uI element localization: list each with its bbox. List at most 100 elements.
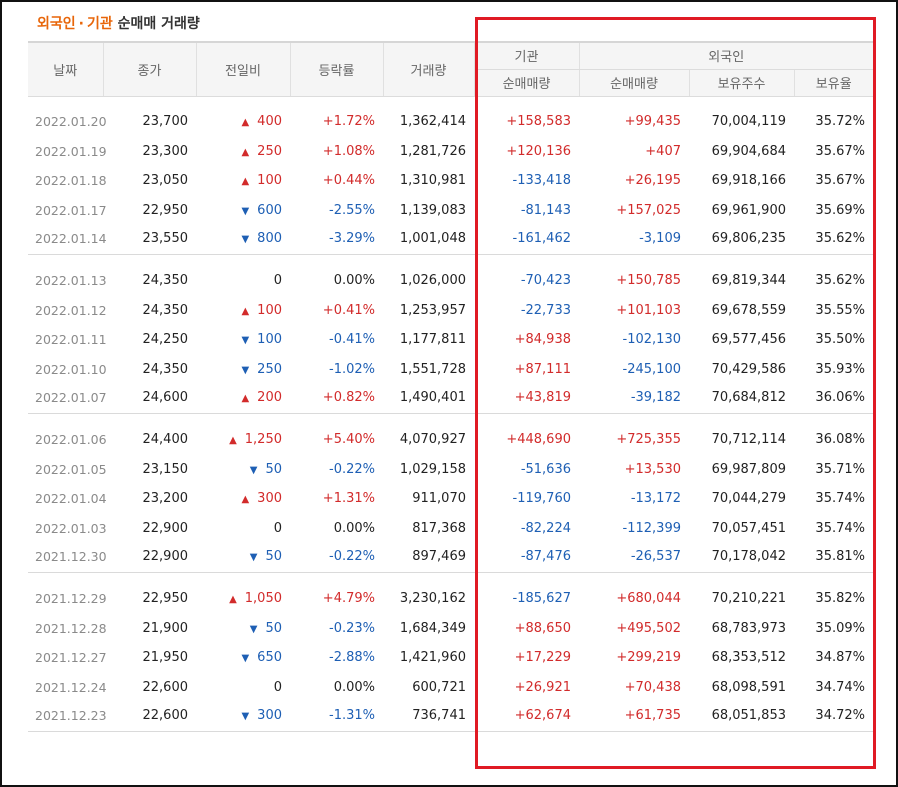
close-cell: 21,950 bbox=[142, 650, 189, 666]
foreign-shares-cell: 68,098,591 bbox=[711, 679, 786, 695]
rate-cell: -0.41% bbox=[329, 332, 375, 348]
date-cell: 2022.01.03 bbox=[35, 521, 107, 537]
date-cell: 2022.01.20 bbox=[35, 114, 107, 130]
foreign-shares-cell: 69,961,900 bbox=[711, 203, 786, 219]
inst-net-cell: +62,674 bbox=[474, 702, 579, 733]
volume-cell: 911,070 bbox=[412, 491, 466, 507]
date-cell: 2022.01.05 bbox=[35, 461, 107, 477]
volume-cell: 1,001,048 bbox=[383, 225, 474, 256]
inst-net-cell: -87,476 bbox=[474, 543, 579, 574]
inst-net-cell: +43,819 bbox=[474, 384, 579, 415]
change-value: 200 bbox=[257, 389, 282, 405]
volume-cell: 600,721 bbox=[412, 679, 466, 695]
table-row: 2021.12.28 21,900 ▼ 50 -0.23% 1,684,349 +88,65… bbox=[28, 614, 873, 644]
foreign-ratio-cell: 35.67% bbox=[815, 173, 865, 189]
inst-net-cell: -119,760 bbox=[512, 491, 571, 507]
change-value: 250 bbox=[257, 143, 282, 159]
header-foreign-shares: 보유주수 bbox=[689, 69, 795, 97]
volume-cell: 736,741 bbox=[383, 702, 474, 733]
table-row: 2022.01.10 24,350 ▼ 250 -1.02% 1,551,728 +87,1… bbox=[28, 355, 873, 385]
close-cell: 24,600 bbox=[103, 384, 196, 415]
rate-cell: +0.44% bbox=[322, 173, 375, 189]
table-row: 2021.12.29 22,950 ▲ 1,050 +4.79% 3,230,162 -18… bbox=[28, 573, 873, 614]
change-value: 0 bbox=[273, 521, 282, 537]
title-foreign: 외국인 bbox=[37, 16, 76, 32]
foreign-ratio-cell: 35.62% bbox=[815, 273, 865, 289]
date-cell: 2022.01.18 bbox=[35, 173, 107, 189]
down-triangle-icon: ▼ bbox=[241, 710, 250, 722]
foreign-shares-cell: 70,057,451 bbox=[711, 521, 786, 537]
header-foreign-ratio: 보유율 bbox=[794, 69, 873, 97]
table-body: 2022.01.20 23,700 ▲ 400 +1.72% 1,362,414 +158,… bbox=[28, 96, 873, 733]
header-inst-net: 순매매량 bbox=[474, 69, 580, 97]
change-value: 400 bbox=[257, 114, 282, 130]
foreign-ratio-cell: 35.71% bbox=[815, 461, 865, 477]
down-triangle-icon: ▼ bbox=[241, 365, 250, 377]
foreign-shares-cell: 70,044,279 bbox=[711, 491, 786, 507]
volume-cell: 1,281,726 bbox=[399, 143, 466, 159]
foreign-net-cell: +70,438 bbox=[624, 679, 681, 695]
foreign-ratio-cell: 35.50% bbox=[815, 332, 865, 348]
date-cell: 2022.01.19 bbox=[35, 143, 107, 159]
change-value: 250 bbox=[257, 362, 282, 378]
down-triangle-icon: ▼ bbox=[241, 233, 250, 245]
up-triangle-icon: ▲ bbox=[229, 434, 237, 446]
down-triangle-icon: ▼ bbox=[241, 206, 250, 218]
close-cell: 23,300 bbox=[142, 143, 189, 159]
foreign-net-cell: +26,195 bbox=[624, 173, 681, 189]
up-triangle-icon: ▲ bbox=[241, 305, 250, 317]
foreign-shares-cell: 68,783,973 bbox=[711, 620, 786, 636]
change-value: 0 bbox=[273, 679, 282, 695]
header-foreign-net: 순매매량 bbox=[579, 69, 690, 97]
change-value: 650 bbox=[257, 650, 282, 666]
close-cell: 23,150 bbox=[142, 461, 189, 477]
close-cell: 24,250 bbox=[142, 332, 189, 348]
table-row: 2021.12.30 22,900 ▼ 50 -0.22% 897,469 -87,476-… bbox=[28, 543, 873, 574]
foreign-ratio-cell: 35.55% bbox=[815, 302, 865, 318]
foreign-net-cell: +150,785 bbox=[616, 273, 681, 289]
inst-net-cell: -133,418 bbox=[512, 173, 571, 189]
header-volume: 거래량 bbox=[383, 41, 475, 97]
date-cell: 2022.01.10 bbox=[35, 362, 107, 378]
change-cell: ▼ 250 bbox=[196, 355, 290, 385]
change-value: 50 bbox=[265, 620, 282, 636]
down-triangle-icon: ▼ bbox=[241, 335, 250, 347]
up-triangle-icon: ▲ bbox=[241, 494, 250, 506]
change-value: 100 bbox=[257, 173, 282, 189]
up-triangle-icon: ▲ bbox=[241, 392, 250, 404]
table-row: 2022.01.06 24,400 ▲ 1,250 +5.40% 4,070,927 +44… bbox=[28, 414, 873, 455]
close-cell: 22,900 bbox=[142, 521, 189, 537]
inst-net-cell: +88,650 bbox=[514, 620, 571, 636]
date-cell: 2021.12.27 bbox=[35, 650, 107, 666]
inst-net-cell: +17,229 bbox=[514, 650, 571, 666]
inst-net-cell: -22,733 bbox=[520, 302, 571, 318]
inst-net-cell: +158,583 bbox=[506, 114, 571, 130]
foreign-net-cell: +61,735 bbox=[579, 702, 689, 733]
change-cell: ▲ 100 bbox=[196, 166, 290, 196]
rate-cell: +5.40% bbox=[322, 431, 375, 447]
up-triangle-icon: ▲ bbox=[241, 117, 250, 129]
header-date: 날짜 bbox=[28, 41, 104, 97]
inst-net-cell: -81,143 bbox=[520, 203, 571, 219]
table-row: 2022.01.18 23,050 ▲ 100 +0.44% 1,310,981 -133,… bbox=[28, 166, 873, 196]
rate-cell: +1.08% bbox=[322, 143, 375, 159]
foreign-shares-cell: 68,353,512 bbox=[711, 650, 786, 666]
change-cell: ▼ 600 bbox=[196, 196, 290, 226]
change-cell: ▼ 50 bbox=[196, 614, 290, 644]
inst-net-cell: -185,627 bbox=[512, 590, 571, 606]
table-row: 2022.01.07 24,600 ▲ 200 +0.82% 1,490,401 +43,8… bbox=[28, 384, 873, 415]
foreign-shares-cell: 69,577,456 bbox=[711, 332, 786, 348]
foreign-ratio-cell: 35.09% bbox=[815, 620, 865, 636]
volume-cell: 1,490,401 bbox=[383, 384, 474, 415]
table-row: 2021.12.23 22,600 ▼ 300 -1.31% 736,741 +62,674… bbox=[28, 702, 873, 733]
foreign-shares-cell: 69,819,344 bbox=[711, 273, 786, 289]
foreign-shares-cell: 70,004,119 bbox=[711, 114, 786, 130]
inst-net-cell: +84,938 bbox=[514, 332, 571, 348]
inst-net-cell: +120,136 bbox=[506, 143, 571, 159]
change-value: 0 bbox=[273, 273, 282, 289]
rate-cell: 0.00% bbox=[333, 273, 375, 289]
table-row: 2022.01.20 23,700 ▲ 400 +1.72% 1,362,414 +158,… bbox=[28, 96, 873, 137]
title-separator: · bbox=[78, 16, 84, 32]
change-value: 50 bbox=[265, 548, 282, 564]
inst-net-cell: -70,423 bbox=[520, 273, 571, 289]
